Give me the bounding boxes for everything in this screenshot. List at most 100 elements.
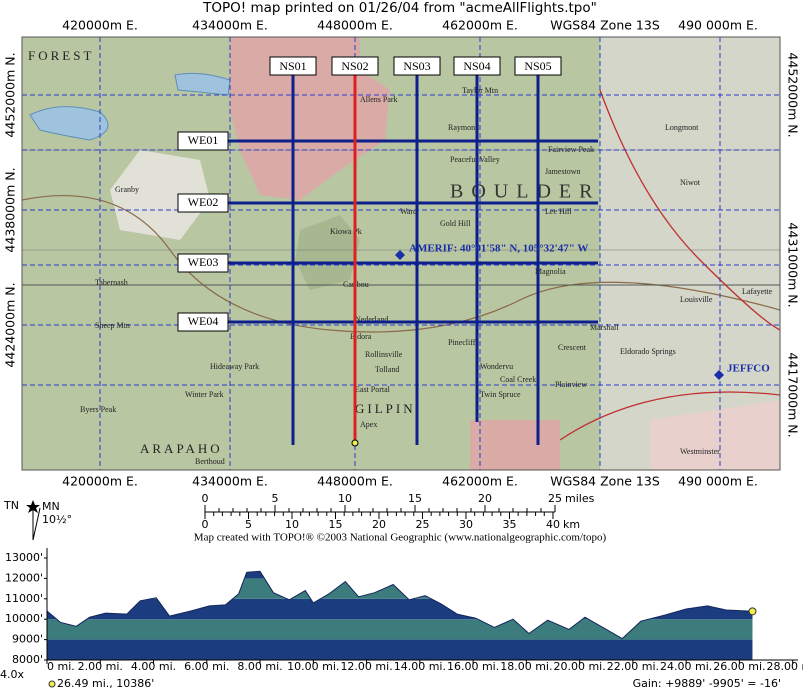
y-tick-label: 9000' [12,633,43,646]
x-tick-label: 18.00 mi. [500,660,552,673]
scale-label: 15 [328,518,342,531]
y-tick-label: 10000' [5,612,43,625]
scale-label: 25 [415,518,429,531]
easting-label: WGS84 Zone 13S [550,474,660,489]
cursor-point [748,607,757,616]
x-tick-label: 22.00 mi. [607,660,659,673]
profile-line [46,570,753,640]
place-label: Eldorado Springs [620,347,676,356]
flight-label-box [269,56,317,76]
flight-label-box [393,56,441,76]
elevation-bands [47,571,753,660]
zoom-label: 4.0x [0,668,24,681]
urban-area [650,400,780,470]
scale-label: 30 [459,518,473,531]
flight-label-box [177,193,229,213]
scale-label: 5 [245,518,252,531]
place-label: Kiowa Pk [330,227,362,236]
place-label: Apex [360,420,377,429]
lake [174,72,231,96]
flight-label-box [331,56,379,76]
place-label: Hideaway Park [210,362,259,371]
place-label: GILPIN [355,401,416,416]
easting-label: 448000m E. [317,18,393,33]
place-label: Magnolia [535,267,566,276]
flight-label-box [514,56,562,76]
flight-label: NS03 [403,59,430,73]
county-name: BOULDER [450,181,600,203]
easting-label: 420000m E. [62,474,138,489]
magnetic-north: MN [42,500,60,513]
place-label: Nederland [355,315,388,324]
mn-line [32,507,41,541]
easting-label: 434000m E. [192,18,268,33]
northing-label: 4424000m N. [3,282,18,367]
place-label: Coal Creek [500,375,536,384]
place-label: FOREST [28,48,94,63]
place-label: Jamestown [545,167,581,176]
grid [22,37,780,470]
scale-label: 0 [202,518,209,531]
plains [600,37,780,470]
flight-lines: NS01 NS02 NS03 NS04 NS05 WE01 WE02 WE03 WE04 AMER… [177,56,770,447]
y-tick-label: 11000' [5,592,43,605]
place-label: Wondervu [480,362,513,371]
forest [295,215,360,290]
easting-label: 490 000m E. [678,18,758,33]
place-label: ARAPAHO [140,441,223,456]
place-label: Eldora [350,332,372,341]
flight-label-box [177,131,229,151]
place-label: Rollinsville [365,350,403,359]
northing-label: 4452000m N. [786,52,801,137]
waypoint-label: AMERIF: 40°01'58" N, 105°32'47" W [409,243,588,255]
place-label: Taylor Mtn [462,86,498,95]
x-tick-label: 12.00 mi. [340,660,392,673]
map: FOREST Granby Longmont Louisville Lafayette W… [22,37,780,470]
flight-label: NS04 [463,59,490,73]
coordinates: 420000m E. 420000m E. 434000m E. 434000m E.… [3,18,801,489]
road [22,194,780,333]
route-start [351,439,359,447]
x-tick-label: 16.00 mi. [447,660,499,673]
declination: 10½° [42,513,72,526]
x-tick-label: 0 mi. [47,660,75,673]
place-label: Gold Hill [440,219,471,228]
gain-readout: Gain: +9889' -9905' = -16' [633,677,781,690]
scale-label: 10 [338,492,352,505]
map-frame [21,36,781,471]
place-label: Tolland [375,365,399,374]
easting-label: 490 000m E. [678,474,758,489]
highway [559,391,780,441]
flight-label-box [177,253,229,273]
scale-label: 5 [272,492,279,505]
place-label: Sheep Mtn [95,321,130,330]
northing-label: 4438000m N. [3,167,18,252]
scale-label: 15 [408,492,422,505]
elevation-band [47,578,753,599]
place-label: Berthoud [195,457,225,466]
scale-unit: km [563,518,580,531]
place-label: Lafayette [742,287,773,296]
x-tick-label: 28.00 mi. [767,660,803,673]
place-label: Allens Park [360,95,398,104]
scale-unit: miles [565,492,595,505]
waypoint-marker [395,250,405,260]
flight-label: NS05 [524,59,551,73]
place-label: Niwot [680,178,701,187]
cursor-readout: 26.49 mi., 10386' [57,677,154,690]
wilderness [230,37,390,200]
cursor-dot [48,680,56,688]
place-label: Louisville [680,295,713,304]
elevation-band [47,571,753,579]
place-label: Plainview [555,380,587,389]
x-tick-label: 2.00 mi. [78,660,123,673]
northing-label: 4452000m N. [3,52,18,137]
flight-label: NS01 [279,59,306,73]
highway [599,89,780,331]
flight-label: WE04 [188,314,219,328]
northing-label: 4417000m N. [786,352,801,437]
lake [29,106,109,141]
place-label: Peaceful Valley [450,155,500,164]
